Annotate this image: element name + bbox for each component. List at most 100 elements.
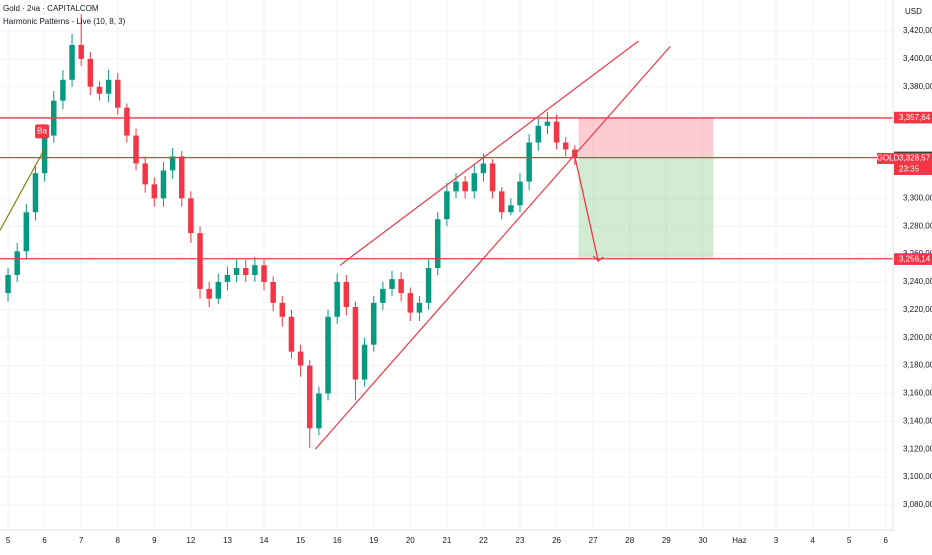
x-tick-label: Haz xyxy=(732,536,746,545)
x-tick-label: 28 xyxy=(625,536,634,545)
pattern-label-box xyxy=(35,124,50,139)
candle-body xyxy=(343,281,350,308)
x-tick-label: 5 xyxy=(6,536,11,545)
candle-body xyxy=(14,251,20,275)
candle-body xyxy=(252,265,258,275)
candle-body xyxy=(5,274,11,294)
candle-body xyxy=(444,191,450,220)
candle-body xyxy=(517,181,523,206)
candle-body xyxy=(544,121,551,126)
currency: USD xyxy=(905,7,922,16)
y-tick-label: 3,100,00 xyxy=(903,472,932,481)
candle-body xyxy=(96,86,103,94)
x-tick-label: 12 xyxy=(186,536,195,545)
y-tick-label: 3,220,00 xyxy=(903,305,932,314)
x-tick-label: 8 xyxy=(116,536,121,545)
trend-line xyxy=(0,147,46,231)
candle-body xyxy=(434,219,441,269)
x-tick-label: 30 xyxy=(698,536,707,545)
arrow-line xyxy=(572,149,599,262)
y-tick-label: 3,420,00 xyxy=(903,26,932,35)
candle-body xyxy=(105,79,112,94)
candle-body xyxy=(407,293,414,313)
candle-body xyxy=(279,302,286,317)
countdown: 23:35 xyxy=(899,165,920,174)
candle-body xyxy=(23,212,30,252)
candle-body xyxy=(224,274,231,282)
candle-body xyxy=(179,156,185,199)
x-tick-label: 21 xyxy=(442,536,451,545)
x-tick-label: 7 xyxy=(79,536,84,545)
price-badge xyxy=(894,112,932,124)
trend-line xyxy=(339,40,639,266)
symbol-tag-box xyxy=(877,152,899,164)
candle-body xyxy=(197,233,203,289)
y-tick-label: 3,380,00 xyxy=(903,82,932,91)
candle-body xyxy=(78,44,84,59)
symbol-tag: GOLD xyxy=(877,154,900,163)
candle-body xyxy=(508,205,514,213)
pattern-label: Ba xyxy=(37,126,47,135)
candle-body xyxy=(151,184,158,199)
y-tick-label: 3,140,00 xyxy=(903,416,932,425)
candle-body xyxy=(32,173,39,213)
candle-body xyxy=(233,268,240,275)
candle-body xyxy=(425,268,432,303)
candle-body xyxy=(380,288,386,303)
chart-title: Gold · 2ча · CAPITALCOM xyxy=(3,4,99,13)
y-tick-label: 3,120,00 xyxy=(903,444,932,453)
y-tick-label: 3,160,00 xyxy=(903,389,932,398)
price-badge xyxy=(894,253,932,265)
x-tick-label: 3 xyxy=(774,536,779,545)
candle-body xyxy=(206,288,212,299)
target-zone xyxy=(578,117,714,158)
y-tick-label: 3,180,00 xyxy=(903,361,932,370)
candle-body xyxy=(553,121,560,143)
x-tick-label: 15 xyxy=(296,536,305,545)
candle-body xyxy=(462,181,468,192)
y-tick-label: 3,240,00 xyxy=(903,277,932,286)
x-tick-label: 6 xyxy=(883,536,888,545)
candle-body xyxy=(142,163,148,185)
y-tick-label: 3,400,00 xyxy=(903,54,932,63)
candle-body xyxy=(124,107,130,136)
candle-body xyxy=(416,302,423,313)
candle-body xyxy=(480,163,487,174)
x-tick-label: 29 xyxy=(662,536,671,545)
candle-body xyxy=(60,79,66,101)
candle-body xyxy=(306,365,313,429)
candle-body xyxy=(261,265,267,282)
candle-body xyxy=(389,279,395,289)
candle-body xyxy=(169,156,176,171)
candle-body xyxy=(398,279,404,294)
candle-body xyxy=(87,58,94,87)
x-tick-label: 27 xyxy=(589,536,598,545)
candle-body xyxy=(133,135,139,164)
price-badge xyxy=(894,152,932,164)
x-tick-label: 6 xyxy=(42,536,47,545)
candle-body xyxy=(361,344,368,380)
candle-body xyxy=(69,44,75,80)
y-tick-label: 3,280,00 xyxy=(903,221,932,230)
candle-body xyxy=(352,307,359,380)
y-tick-label: 3,080,00 xyxy=(903,500,932,509)
candle-body xyxy=(316,393,322,429)
candle-body xyxy=(325,316,331,394)
trend-line xyxy=(314,45,671,450)
candle-body xyxy=(242,268,249,275)
x-tick-label: 22 xyxy=(479,536,488,545)
candle-body xyxy=(188,198,194,234)
candle-body xyxy=(489,163,496,192)
countdown-badge xyxy=(894,163,932,175)
candle-body xyxy=(562,142,569,150)
price-badge-label: 3,256,14 xyxy=(899,255,931,264)
x-tick-label: 13 xyxy=(223,536,232,545)
target-zone xyxy=(578,157,714,259)
candle-body xyxy=(297,351,304,366)
y-tick-label: 3,200,00 xyxy=(903,333,932,342)
x-tick-label: 14 xyxy=(260,536,269,545)
candle-body xyxy=(453,181,459,192)
x-tick-label: 20 xyxy=(406,536,415,545)
